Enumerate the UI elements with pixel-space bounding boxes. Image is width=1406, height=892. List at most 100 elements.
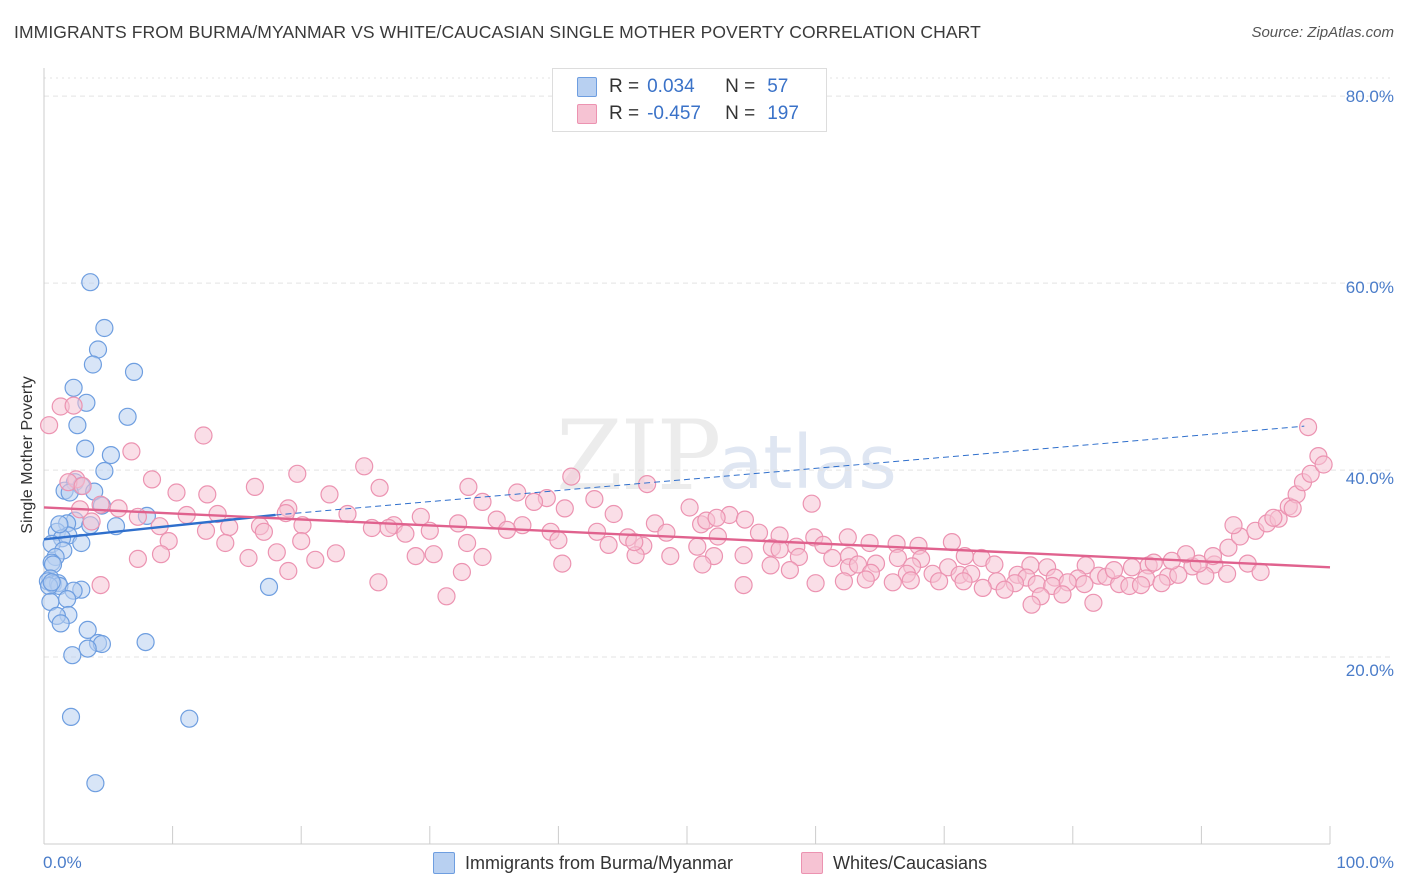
- stats-legend: R = 0.034 N = 57 R = -0.457 N = 197: [552, 68, 827, 132]
- data-point-burma-3: [83, 355, 103, 374]
- r-label: R =: [609, 103, 640, 124]
- data-point-white-85: [326, 544, 345, 563]
- trend-line-white: [43, 506, 1331, 569]
- data-point-burma-1: [95, 318, 114, 338]
- data-point-white-188: [708, 527, 728, 546]
- data-point-white-84: [267, 543, 286, 562]
- data-point-white-17: [637, 475, 657, 494]
- data-point-burma-54: [86, 774, 105, 793]
- data-point-burma-47: [136, 632, 155, 652]
- data-point-white-62: [657, 523, 676, 542]
- y-tick-label-40: 40.0%: [1345, 469, 1394, 488]
- data-point-white-12: [245, 477, 264, 496]
- data-point-white-54: [196, 521, 216, 540]
- data-point-white-69: [292, 531, 311, 551]
- data-point-white-72: [549, 531, 568, 550]
- data-point-white-73: [599, 535, 618, 555]
- source-credit: Source: ZipAtlas.com: [1251, 24, 1394, 41]
- data-point-white-151: [1075, 574, 1094, 594]
- data-point-white-187: [770, 540, 789, 559]
- data-point-white-25: [473, 492, 492, 511]
- data-point-white-8: [142, 470, 162, 489]
- data-point-white-68: [216, 533, 235, 553]
- watermark-atlas: atlas: [718, 420, 897, 506]
- data-point-white-105: [761, 556, 780, 575]
- data-point-white-164: [1084, 593, 1103, 612]
- data-point-white-103: [553, 554, 572, 573]
- data-point-white-141: [856, 570, 875, 589]
- x-tick-label-max: 100.0%: [1336, 853, 1394, 872]
- data-point-white-37: [604, 504, 623, 524]
- data-point-white-163: [1022, 595, 1041, 614]
- data-point-white-36: [524, 492, 544, 511]
- data-point-white-100: [128, 549, 147, 569]
- data-point-burma-45: [51, 614, 70, 633]
- data-point-white-3: [194, 426, 213, 445]
- data-point-white-143: [901, 571, 920, 590]
- data-point-white-145: [954, 572, 973, 591]
- y-axis-label: Single Mother Poverty: [19, 376, 36, 534]
- data-point-white-144: [929, 572, 949, 591]
- data-point-white-75: [688, 537, 707, 556]
- data-point-white-53: [735, 510, 755, 529]
- data-point-white-86: [406, 546, 425, 566]
- data-point-white-28: [585, 490, 604, 509]
- y-tick-label-20: 20.0%: [1345, 661, 1394, 680]
- data-point-white-186: [806, 574, 825, 593]
- data-point-white-87: [424, 545, 443, 564]
- data-point-white-14: [370, 478, 389, 497]
- data-point-white-175: [1301, 464, 1320, 483]
- r-value-burma: 0.034: [647, 76, 695, 97]
- data-point-white-155: [1152, 574, 1171, 593]
- data-point-burma-5: [64, 378, 83, 397]
- trend-lines: [43, 425, 1331, 569]
- data-point-white-104: [693, 555, 712, 574]
- data-point-white-119: [279, 561, 298, 581]
- data-point-white-185: [1104, 560, 1124, 580]
- data-point-burma-11: [95, 461, 114, 481]
- watermark-zip: ZIP: [556, 400, 721, 512]
- stats-legend-row-burma: R = 0.034 N = 57: [577, 75, 788, 99]
- legend-item-white[interactable]: Whites/Caucasians: [801, 852, 987, 874]
- data-point-white-55: [254, 522, 273, 541]
- data-point-white-102: [306, 550, 325, 569]
- data-point-white-162: [437, 587, 456, 606]
- data-point-white-39: [82, 512, 101, 531]
- data-point-white-178: [1298, 418, 1318, 437]
- data-point-white-2: [39, 416, 59, 435]
- data-point-white-91: [734, 546, 753, 565]
- data-point-white-167: [1219, 538, 1238, 557]
- data-point-white-30: [802, 494, 821, 513]
- n-label: N =: [725, 103, 756, 124]
- data-point-white-157: [734, 575, 753, 595]
- legend-swatch-white: [801, 852, 823, 874]
- data-point-white-9: [562, 467, 581, 486]
- r-value-white: -0.457: [647, 103, 701, 124]
- data-point-burma-4: [124, 362, 144, 381]
- data-point-white-137: [1217, 564, 1237, 583]
- legend-swatch-burma: [433, 852, 455, 874]
- data-point-white-66: [838, 528, 857, 547]
- data-point-white-5: [288, 464, 307, 483]
- n-value-burma: 57: [767, 76, 789, 97]
- data-point-burma-52: [61, 707, 81, 727]
- data-point-white-180: [1224, 516, 1243, 535]
- data-point-white-120: [452, 562, 471, 582]
- data-point-white-79: [860, 533, 879, 553]
- data-point-white-165: [1189, 554, 1208, 573]
- data-point-burma-53: [180, 709, 199, 728]
- legend-label-white: Whites/Caucasians: [833, 852, 988, 873]
- data-point-white-88: [473, 547, 492, 567]
- data-point-white-182: [1283, 499, 1302, 518]
- data-point-white-158: [973, 578, 992, 598]
- y-tick-label-80: 80.0%: [1345, 87, 1394, 106]
- legend-label-burma: Immigrants from Burma/Myanmar: [465, 852, 734, 873]
- data-point-white-138: [1251, 562, 1270, 582]
- data-point-white-11: [73, 476, 92, 496]
- data-point-white-161: [1053, 585, 1072, 604]
- data-point-burma-7: [118, 407, 137, 426]
- legend-item-burma[interactable]: Immigrants from Burma/Myanmar: [433, 852, 733, 874]
- data-point-white-24: [338, 504, 357, 524]
- r-label: R =: [609, 76, 640, 97]
- data-point-burma-10: [101, 446, 121, 465]
